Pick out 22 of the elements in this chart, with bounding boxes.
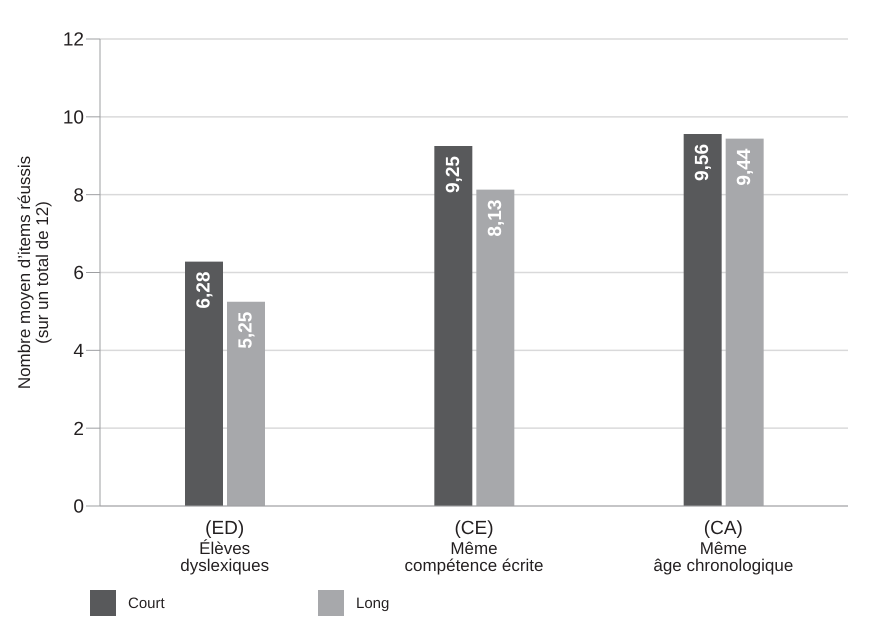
x-tick-label: (CA) Même âge chronologique bbox=[653, 518, 794, 575]
bar bbox=[684, 134, 722, 506]
data-label: 9,56 bbox=[692, 144, 714, 181]
legend-label: Long bbox=[356, 594, 390, 612]
data-label: 8,13 bbox=[484, 200, 506, 237]
data-label: 5,25 bbox=[236, 311, 256, 349]
bar bbox=[434, 146, 472, 506]
data-label: 9,25 bbox=[442, 156, 464, 194]
y-tick-label: 0 bbox=[73, 496, 84, 518]
y-tick-label: 4 bbox=[73, 341, 84, 362]
y-axis-title: Nombre moyen d’items réussis (sur un total de 12) bbox=[15, 156, 52, 390]
y-tick-label: 2 bbox=[73, 418, 84, 440]
x-tick-label: (ED) Élèves dyslexiques bbox=[180, 518, 270, 575]
y-tick-label: 6 bbox=[73, 263, 84, 284]
data-label: 6,28 bbox=[194, 272, 214, 309]
y-tick-label: 12 bbox=[62, 30, 84, 51]
x-tick-label: (CE) Même compétence écrite bbox=[404, 518, 544, 575]
bar bbox=[185, 262, 223, 506]
legend-label: Court bbox=[128, 594, 165, 612]
y-tick-label: 8 bbox=[73, 185, 84, 206]
y-tick-label: 10 bbox=[62, 108, 84, 129]
data-label: 9,44 bbox=[734, 148, 756, 186]
